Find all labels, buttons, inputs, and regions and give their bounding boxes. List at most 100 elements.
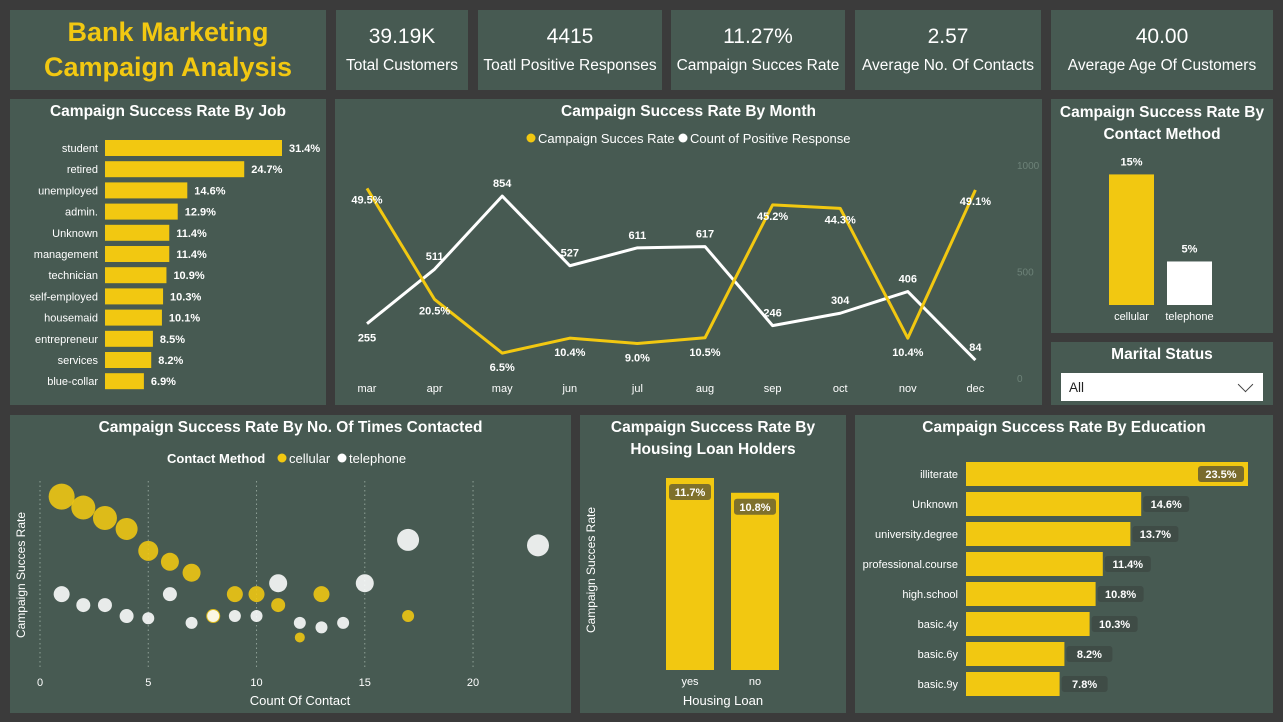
kpi-label: Total Customers xyxy=(346,57,458,74)
success-rate-data-label: 10.4% xyxy=(892,347,923,359)
job-bar xyxy=(105,288,164,305)
telephone-bubble xyxy=(269,574,288,593)
y-axis-title: Campaign Succes Rate xyxy=(14,512,28,638)
telephone-bubble xyxy=(397,528,420,551)
legend-marker-cellular xyxy=(277,453,287,463)
education-bar-chart: illiterate 23.5% Unknown 14.6% university.de… xyxy=(863,462,1248,696)
cellular-bubble xyxy=(248,586,265,603)
education-label-bg xyxy=(1143,496,1190,512)
housing-chart-title-line2: Housing Loan Holders xyxy=(630,441,796,458)
kpi-label: Toatl Positive Responses xyxy=(483,57,657,74)
contact-bar-chart: 15% cellular 5% telephone xyxy=(1109,156,1214,323)
right-axis-tick: 1000 xyxy=(1017,161,1040,172)
app-title-line1: Bank Marketing xyxy=(67,17,269,47)
kpi-value: 2.57 xyxy=(927,25,969,48)
x-tick-label: 5 xyxy=(145,677,151,689)
job-data-label: 10.9% xyxy=(173,270,204,282)
job-bar xyxy=(105,330,153,347)
kpi-value: 4415 xyxy=(546,25,594,48)
month-axis-label: apr xyxy=(427,383,443,395)
success-rate-data-label: 44.3% xyxy=(825,214,856,226)
job-data-label: 10.1% xyxy=(169,313,200,325)
month-axis-label: jun xyxy=(561,383,577,395)
education-bar xyxy=(966,612,1090,636)
job-bar xyxy=(105,224,170,241)
job-bar xyxy=(105,373,144,390)
legend-label-positive-response: Count of Positive Response xyxy=(690,131,850,146)
month-axis-label: aug xyxy=(696,383,714,395)
right-axis-tick: 500 xyxy=(1017,268,1034,279)
education-chart-title: Campaign Success Rate By Education xyxy=(922,419,1206,436)
education-bar xyxy=(966,552,1103,576)
contact-category-label: cellular xyxy=(1114,311,1149,323)
telephone-bubble xyxy=(527,534,549,557)
telephone-bubble xyxy=(315,621,328,634)
kpi-value: 11.27% xyxy=(723,25,793,48)
legend-title: Contact Method xyxy=(167,451,265,466)
job-category-label: self-employed xyxy=(30,291,98,303)
telephone-bubble xyxy=(228,610,241,623)
job-category-label: management xyxy=(34,249,98,261)
positive-response-data-label: 854 xyxy=(493,178,512,190)
kpi-positive-responses[interactable]: 4415 Toatl Positive Responses xyxy=(478,10,662,90)
cellular-bubble xyxy=(160,552,179,571)
education-bar xyxy=(966,522,1131,546)
kpi-total-customers[interactable]: 39.19K Total Customers xyxy=(336,10,468,90)
cellular-bubble xyxy=(71,495,96,520)
cellular-bubble xyxy=(48,483,75,510)
positive-response-data-label: 304 xyxy=(831,295,850,307)
month-axis-label: dec xyxy=(967,383,985,395)
success-rate-data-label: 9.0% xyxy=(625,353,650,365)
housing-data-label: 10.8% xyxy=(739,502,770,514)
education-category-label: illiterate xyxy=(920,469,958,481)
job-bar-chart: student 31.4% retired 24.7% unemployed 14.6% a… xyxy=(30,140,320,390)
job-category-label: entrepreneur xyxy=(35,334,98,346)
education-category-label: basic.9y xyxy=(918,679,959,691)
education-bar xyxy=(966,582,1096,606)
cellular-bubble xyxy=(294,632,305,643)
telephone-bubble xyxy=(207,610,220,623)
housing-chart-title: Campaign Success Rate By Housing Loan Ho… xyxy=(580,417,846,461)
job-data-label: 8.2% xyxy=(158,355,183,367)
education-label-bg xyxy=(1066,646,1113,662)
job-category-label: technician xyxy=(48,270,98,282)
month-axis-label: mar xyxy=(358,383,377,395)
cellular-bubble xyxy=(402,610,415,623)
cellular-bubble xyxy=(182,563,201,582)
success-rate-data-label: 10.5% xyxy=(689,347,720,359)
kpi-avg-age[interactable]: 40.00 Average Age Of Customers xyxy=(1051,10,1273,90)
contact-bar xyxy=(1109,174,1154,305)
positive-response-data-label: 527 xyxy=(561,248,579,260)
legend-label-telephone: telephone xyxy=(349,451,406,466)
education-label-bg xyxy=(1091,616,1138,632)
education-category-label: Unknown xyxy=(912,499,958,511)
education-category-label: university.degree xyxy=(875,529,958,541)
legend-label-cellular: cellular xyxy=(289,451,331,466)
slicer-title: Marital Status xyxy=(1111,346,1213,363)
job-data-label: 12.9% xyxy=(185,207,216,219)
job-data-label: 11.4% xyxy=(176,228,207,240)
education-bar xyxy=(966,672,1060,696)
kpi-success-rate[interactable]: 11.27% Campaign Succes Rate xyxy=(671,10,845,90)
housing-bar-chart: 11.7% yes 10.8% no Housing Loan Campaign Succ… xyxy=(584,478,779,708)
x-axis-title: Housing Loan xyxy=(683,693,763,708)
kpi-avg-contacts[interactable]: 2.57 Average No. Of Contacts xyxy=(855,10,1041,90)
marital-status-dropdown[interactable]: All xyxy=(1061,373,1263,401)
positive-response-data-label: 611 xyxy=(629,230,647,242)
job-data-label: 8.5% xyxy=(160,334,185,346)
education-data-label: 7.8% xyxy=(1072,679,1097,691)
times-chart-title: Campaign Success Rate By No. Of Times Co… xyxy=(98,419,483,436)
housing-data-label: 11.7% xyxy=(675,487,706,499)
positive-response-data-label: 84 xyxy=(969,342,982,354)
telephone-bubble xyxy=(185,616,198,629)
job-bar xyxy=(105,246,170,262)
telephone-bubble xyxy=(355,574,374,593)
y-axis-title: Campaign Succes Rate xyxy=(584,507,598,633)
contact-chart-title-line2: Contact Method xyxy=(1103,126,1221,143)
job-category-label: unemployed xyxy=(38,185,98,197)
job-category-label: housemaid xyxy=(44,313,98,325)
job-category-label: admin. xyxy=(65,207,98,219)
title-card: Bank Marketing Campaign Analysis xyxy=(10,10,326,90)
month-chart-panel: Campaign Success Rate By Month Campaign … xyxy=(335,99,1042,405)
housing-category-label: yes xyxy=(681,676,699,688)
